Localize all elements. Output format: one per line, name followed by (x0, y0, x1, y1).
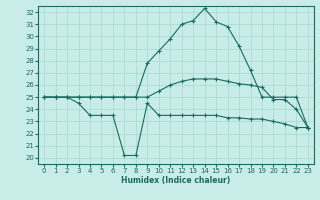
X-axis label: Humidex (Indice chaleur): Humidex (Indice chaleur) (121, 176, 231, 185)
